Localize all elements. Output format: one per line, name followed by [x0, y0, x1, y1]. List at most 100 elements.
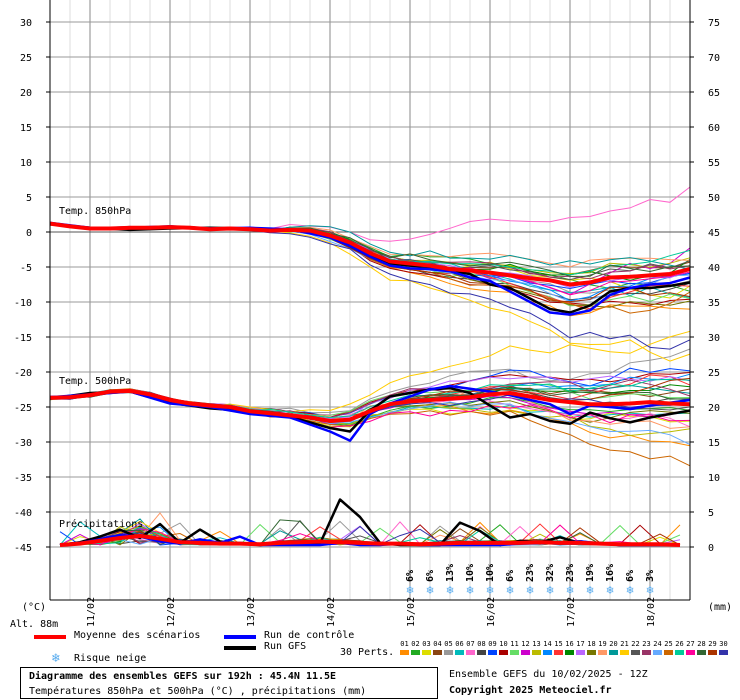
snow-risk-row: 6%❄6%❄13%❄10%❄10%❄6%❄23%❄32%❄23%❄19%❄16%…	[405, 564, 656, 597]
footer-subtitle: Températures 850hPa et 500hPa (°C) , pré…	[29, 686, 367, 697]
member-number: 29	[708, 640, 717, 648]
member-swatch	[664, 650, 673, 655]
member-number: 01	[400, 640, 409, 648]
member-number: 22	[631, 640, 640, 648]
legend-gfs-label: Run GFS	[264, 641, 307, 652]
snow-risk-percent: 16%	[605, 564, 616, 582]
series-precip-line	[59, 533, 681, 547]
legend-control-swatch	[224, 635, 256, 639]
member-number: 13	[532, 640, 541, 648]
left-axis-unit: (°C)	[22, 602, 46, 613]
member-number: 10	[499, 640, 508, 648]
member-swatch	[631, 650, 640, 655]
snowflake-icon: ❄	[426, 583, 433, 597]
snow-risk-percent: 6%	[625, 570, 636, 582]
snowflake-icon: ❄	[566, 583, 573, 597]
member-swatch	[466, 650, 475, 655]
member-number: 04	[433, 640, 442, 648]
right-tick-label: 35	[708, 298, 720, 309]
x-tick-label: 13/02	[246, 597, 257, 627]
member-swatch	[488, 650, 497, 655]
snow-risk-percent: 23%	[525, 564, 536, 582]
member-number: 21	[620, 640, 629, 648]
member-swatch	[532, 650, 541, 655]
legend-control-label: Run de contrôle	[264, 630, 355, 641]
x-tick-label: 18/02	[646, 597, 657, 627]
snow-risk-item: 6%❄	[405, 570, 416, 597]
snow-risk-item: 23%❄	[565, 564, 576, 597]
legend-gfs-swatch	[224, 646, 256, 650]
series-t500-line	[49, 388, 691, 423]
left-tick-label: -45	[14, 543, 32, 554]
member-swatch	[455, 650, 464, 655]
right-tick-label: 60	[708, 123, 720, 134]
right-tick-label: 50	[708, 193, 720, 204]
left-tick-label: -15	[14, 333, 32, 344]
snow-risk-item: 6%❄	[625, 570, 636, 597]
member-swatch	[477, 650, 486, 655]
snow-risk-item: 23%❄	[525, 564, 536, 597]
member-swatch	[565, 650, 574, 655]
snowflake-icon: ❄	[646, 583, 653, 597]
legend-mean-label: Moyenne des scénarios	[74, 630, 201, 641]
member-swatch	[675, 650, 684, 655]
series-t850-line	[49, 221, 691, 287]
member-number: 23	[642, 640, 651, 648]
member-number: 24	[653, 640, 662, 648]
right-tick-label: 5	[708, 508, 714, 519]
left-tick-label: 15	[20, 123, 32, 134]
member-number: 12	[521, 640, 530, 648]
member-swatch	[543, 650, 552, 655]
main-series	[49, 221, 691, 547]
right-tick-label: 15	[708, 438, 720, 449]
member-swatch	[576, 650, 585, 655]
snow-risk-item: 13%❄	[445, 564, 456, 597]
right-axis-unit: (mm)	[708, 602, 732, 613]
snowflake-icon: ❄	[526, 583, 533, 597]
member-swatch	[499, 650, 508, 655]
member-number: 11	[510, 640, 519, 648]
left-tick-label: 20	[20, 88, 32, 99]
left-tick-label: -25	[14, 403, 32, 414]
legend-snow-label: Risque neige	[74, 653, 147, 664]
member-number: 06	[455, 640, 464, 648]
left-tick-label: -40	[14, 508, 32, 519]
label-temp-500: Temp. 500hPa	[59, 376, 131, 387]
member-swatch	[422, 650, 431, 655]
member-swatch	[554, 650, 563, 655]
member-number: 26	[675, 640, 684, 648]
member-number: 09	[488, 640, 497, 648]
left-tick-label: 10	[20, 158, 32, 169]
member-swatch	[598, 650, 607, 655]
x-tick-label: 17/02	[566, 597, 577, 627]
member-swatch	[411, 650, 420, 655]
snow-risk-percent: 10%	[485, 564, 496, 582]
right-tick-label: 70	[708, 53, 720, 64]
footer-title: Diagramme des ensembles GEFS sur 192h : …	[29, 671, 337, 682]
member-number: 27	[686, 640, 695, 648]
snowflake-icon: ❄	[506, 583, 513, 597]
right-tick-label: 20	[708, 403, 720, 414]
snow-risk-percent: 13%	[445, 564, 456, 582]
legend-perts-label: 30 Perts.	[340, 647, 395, 658]
snowflake-icon: ❄	[586, 583, 593, 597]
snow-risk-percent: 6%	[505, 570, 516, 582]
member-swatch	[444, 650, 453, 655]
snow-risk-item: 16%❄	[605, 564, 616, 597]
snow-risk-item: 32%❄	[545, 564, 556, 597]
member-number: 25	[664, 640, 673, 648]
snow-risk-percent: 10%	[465, 564, 476, 582]
right-tick-label: 30	[708, 333, 720, 344]
snowflake-icon: ❄	[466, 583, 473, 597]
member-swatch	[697, 650, 706, 655]
snow-risk-percent: 19%	[585, 564, 596, 582]
footer-title-box: Diagramme des ensembles GEFS sur 192h : …	[20, 667, 438, 699]
left-tick-label: 5	[26, 193, 32, 204]
right-tick-label: 10	[708, 473, 720, 484]
snowflake-icon: ❄	[606, 583, 613, 597]
member-swatch	[521, 650, 530, 655]
snow-risk-item: 6%❄	[425, 570, 436, 597]
member-number: 19	[598, 640, 607, 648]
member-legend: 01 02 03 04 05 06 07 08 09 10 11 12 13 14 15 16 17 18 19 20…	[399, 640, 731, 658]
